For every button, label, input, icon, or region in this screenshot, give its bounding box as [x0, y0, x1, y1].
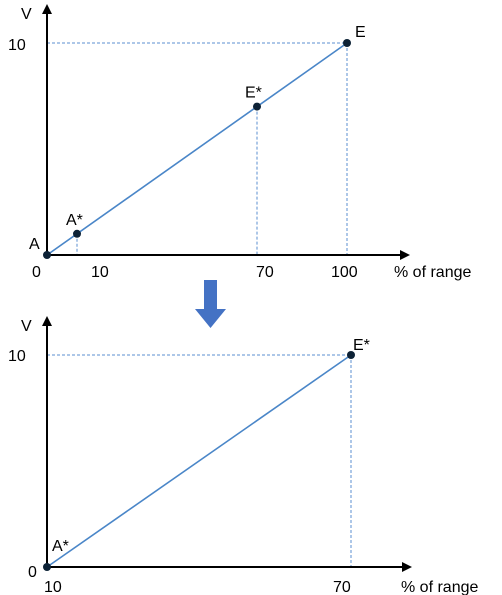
top-y-axis-label: V: [21, 6, 32, 23]
point-label-Astar-1: A*: [52, 538, 69, 555]
bottom-y-tick-0: 0: [28, 564, 37, 581]
point-label-Astar-0: A*: [66, 212, 83, 229]
bottom-y-axis-label: V: [21, 318, 32, 335]
point-Estar-0: [253, 102, 261, 111]
top-x-tick-10: 10: [91, 264, 109, 281]
point-label-Estar-0: E*: [245, 85, 262, 102]
series-line-0: [46, 42, 348, 256]
top-x-tick-70: 70: [256, 264, 274, 281]
point-label-A-0: A: [29, 236, 40, 253]
bottom-x-axis-label: % of range: [401, 579, 478, 595]
point-label-Estar-1: E*: [353, 337, 370, 354]
x-axis-arrowhead-0: [400, 250, 410, 260]
point-label-E-0: E: [355, 24, 366, 41]
series-line-1: [46, 354, 352, 568]
point-Astar-1: [43, 563, 51, 571]
y-axis-arrowhead-0: [42, 4, 52, 14]
point-E-0: [343, 39, 351, 47]
top-y-tick-10: 10: [8, 37, 26, 54]
top-x-axis-label: % of range: [394, 264, 471, 281]
point-Astar-0: [73, 229, 81, 238]
top-x-tick-0: 0: [32, 264, 41, 281]
x-axis-arrowhead-1: [402, 562, 412, 572]
bottom-x-tick-10: 10: [44, 579, 62, 595]
point-Estar-1: [347, 351, 355, 359]
top-x-tick-100: 100: [331, 264, 358, 281]
point-A-0: [43, 251, 51, 259]
bottom-y-tick-10: 10: [8, 348, 26, 365]
y-axis-arrowhead-1: [42, 316, 52, 326]
bottom-x-tick-70: 70: [333, 579, 351, 595]
transition-down-arrow: [195, 280, 226, 328]
